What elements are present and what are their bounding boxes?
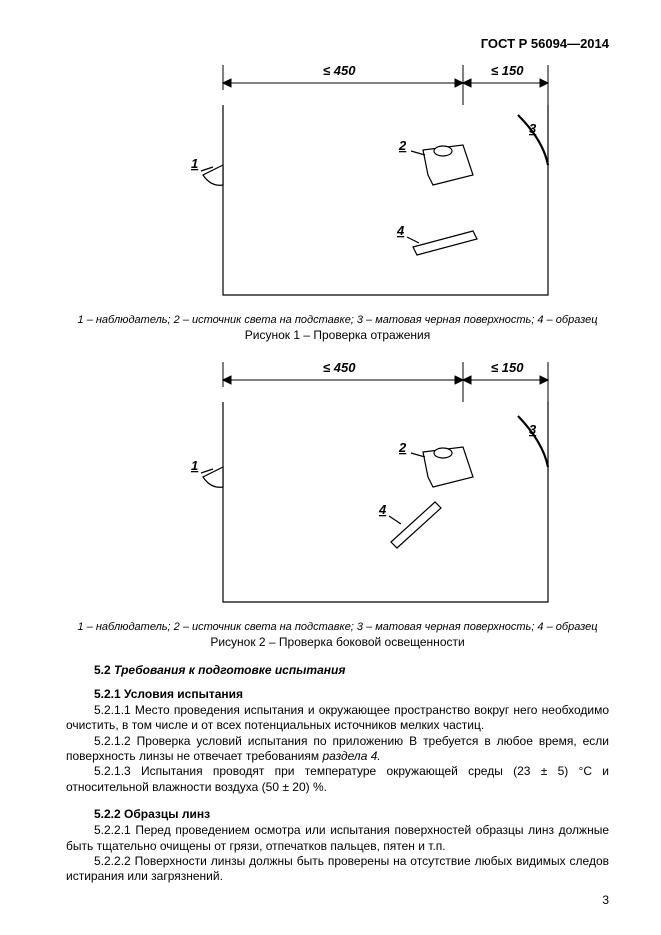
- para-5-2-1-1: 5.2.1.1 Место проведения испытания и окр…: [66, 703, 609, 734]
- fig2-dim-0: ≤ 450: [323, 360, 356, 375]
- para-5-2-1-2: 5.2.1.2 Проверка условий испытания по пр…: [66, 734, 609, 765]
- fig1-dim-1: ≤ 150: [491, 63, 524, 78]
- figure-1-legend: 1 – наблюдатель; 2 – источник света на п…: [66, 314, 609, 326]
- fig2-lbl-3: 3: [529, 422, 537, 437]
- figure-1-title: Рисунок 1 – Проверка отражения: [66, 328, 609, 342]
- page-number: 3: [602, 893, 609, 907]
- fig1-dim-0: ≤ 450: [323, 63, 356, 78]
- fig1-lbl-2: 2: [398, 138, 407, 153]
- para-5-2-1-3: 5.2.1.3 Испытания проводят при температу…: [66, 764, 609, 795]
- fig2-lbl-2: 2: [398, 440, 407, 455]
- figure-2: ≤ 450 ≤ 150 1 2 3 4: [66, 352, 609, 615]
- fig1-lbl-1: 1: [191, 156, 198, 171]
- fig1-lbl-4: 4: [396, 223, 405, 238]
- figure-2-legend: 1 – наблюдатель; 2 – источник света на п…: [66, 621, 609, 633]
- fig2-lbl-1: 1: [191, 458, 198, 473]
- fig2-lbl-4: 4: [378, 502, 387, 517]
- section-5-2-2-head: 5.2.2 Образцы линз: [66, 807, 609, 821]
- figure-1: ≤ 450 ≤ 150 1 2 3 4: [66, 55, 609, 308]
- doc-id: ГОСТ Р 56094—2014: [66, 36, 609, 51]
- fig1-lbl-3: 3: [529, 121, 537, 136]
- para-5-2-2-2: 5.2.2.2 Поверхности линзы должны быть пр…: [66, 854, 609, 885]
- figure-2-title: Рисунок 2 – Проверка боковой освещенност…: [66, 635, 609, 649]
- section-5-2-1-head: 5.2.1 Условия испытания: [66, 687, 609, 701]
- fig2-dim-1: ≤ 150: [491, 360, 524, 375]
- section-5-2-head: 5.2 Требования к подготовке испытания: [66, 663, 609, 677]
- para-5-2-2-1: 5.2.2.1 Перед проведением осмотра или ис…: [66, 823, 609, 854]
